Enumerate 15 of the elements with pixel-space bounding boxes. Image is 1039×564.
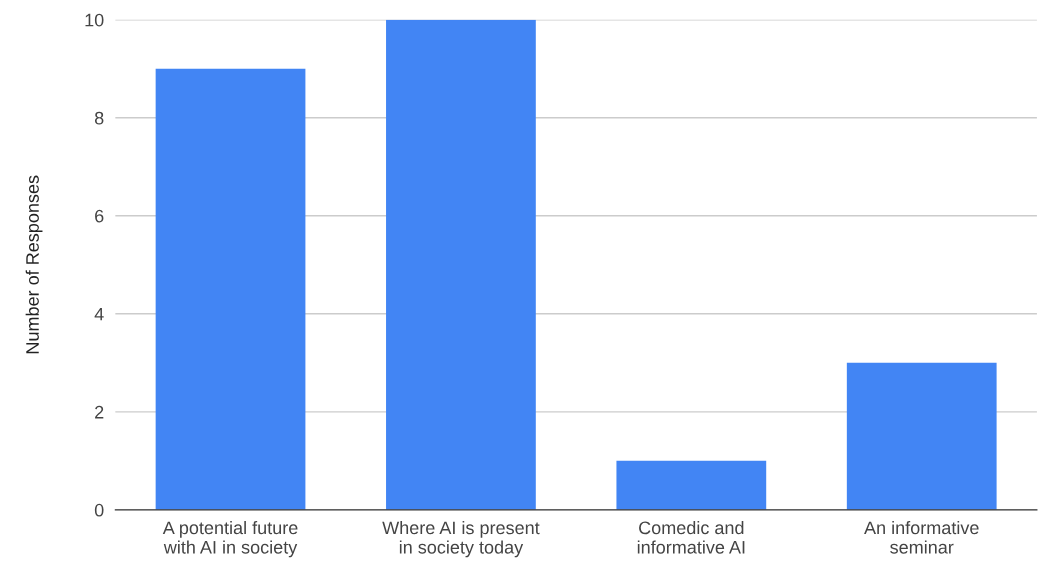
x-tick-label: A potential future with AI in society: [162, 520, 298, 558]
x-tick-label: Comedic and informative AI: [637, 520, 745, 554]
y-tick-label: 6: [95, 209, 104, 223]
y-tick-label: 10: [85, 13, 104, 27]
bar: [386, 19, 536, 510]
x-tick-label: An informative seminar: [864, 520, 979, 554]
y-axis-title: Number of Responses: [25, 175, 43, 354]
bar: [616, 460, 767, 510]
y-tick-label: 4: [94, 307, 104, 321]
y-tick-label: 2: [95, 405, 104, 419]
bar: [155, 68, 306, 510]
y-tick-label: 8: [94, 111, 104, 125]
x-tick-label: Where AI is present in society today: [382, 520, 540, 558]
bar: [846, 362, 997, 510]
y-tick-label: 0: [94, 503, 104, 517]
